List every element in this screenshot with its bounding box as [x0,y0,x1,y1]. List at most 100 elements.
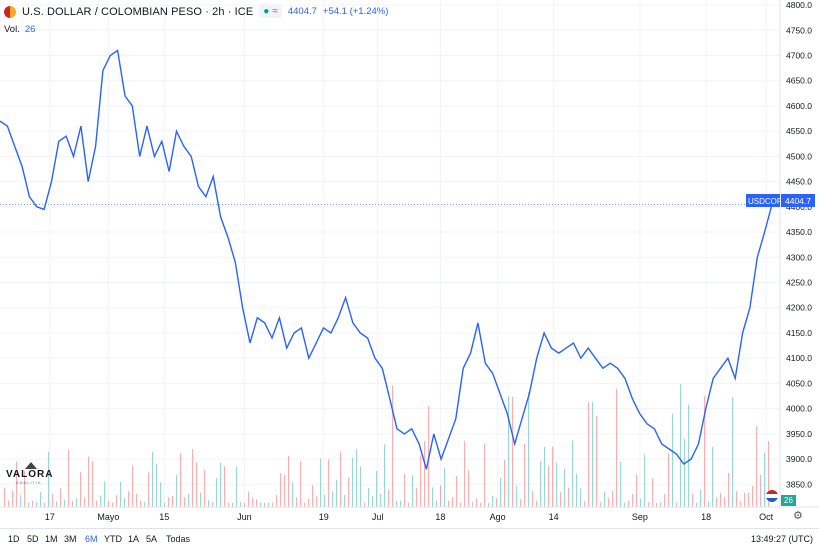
volume-bar [548,466,550,507]
range-1d[interactable]: 1D [8,534,20,544]
volume-bar [40,491,42,507]
range-3m[interactable]: 3M [64,534,77,544]
volume-bar [312,485,314,507]
settings-gear-icon[interactable]: ⚙ [793,510,803,522]
volume-bar [392,385,394,507]
volume-bar [48,451,50,507]
price-label: USDCOP 4404.7 [746,194,815,207]
volume-bar [328,459,330,507]
volume-bar [332,491,334,507]
volume-bar [148,472,150,507]
symbol-header[interactable]: U.S. DOLLAR / COLOMBIAN PESO · 2h · ICE … [4,5,388,18]
valora-logo: VALORA ANALITIK [6,462,56,488]
volume-legend[interactable]: Vol. 26 [4,24,35,35]
y-tick-label: 3950.0 [786,429,812,439]
volume-bar [384,444,386,507]
volume-bar [188,493,190,507]
x-tick-label: 18 [435,512,445,522]
range-1a[interactable]: 1A [128,534,140,544]
time-axis[interactable]: 17 Mayo 15 Jun 19 Jul 18 Ago 14 Sep 18 Oct [45,512,774,522]
volume-bar [244,502,246,507]
y-tick-label: 4150.0 [786,328,812,338]
volume-bar [684,439,686,507]
volume-bar [568,487,570,507]
bottom-toolbar: 1D 5D 1M 3M 6M YTD 1A 5A Todas 13:49:27 … [0,528,819,548]
volume-bar [508,396,510,507]
volume-bar [212,502,214,507]
volume-bar [408,502,410,507]
volume-bar [296,497,298,507]
y-tick-label: 4800.0 [786,0,812,10]
volume-value: 26 [24,24,36,35]
range-5d[interactable]: 5D [27,534,39,544]
volume-bar [452,497,454,507]
range-1m[interactable]: 1M [45,534,58,544]
volume-bar [740,501,742,507]
volume-bar [404,473,406,507]
header-price: 4404.7 [287,6,317,17]
volume-bar [168,497,170,507]
volume-bar [208,500,210,507]
volume-bar [612,490,614,507]
volume-bar [100,495,102,507]
range-5a[interactable]: 5A [146,534,158,544]
volume-bar [220,462,222,507]
range-all[interactable]: Todas [166,534,191,544]
volume-bar [192,449,194,507]
volume-bar [232,502,234,507]
range-6m[interactable]: 6M [85,534,98,544]
volume-bar [80,471,82,507]
y-tick-label: 4350.0 [786,227,812,237]
volume-bar [756,426,758,507]
volume-bar [368,487,370,507]
volume-bar [292,482,294,507]
volume-bar [540,461,542,507]
volume-bar [572,440,574,507]
header-change: +54.1 (+1.24%) [322,6,389,17]
volume-bar [288,456,290,507]
range-ytd[interactable]: YTD [104,534,122,544]
price-axis[interactable]: 3850.0 3900.0 3950.0 4000.0 4050.0 4100.0 4150… [786,0,812,489]
y-tick-label: 4450.0 [786,177,812,187]
volume-bar [716,497,718,507]
y-tick-label: 3850.0 [786,479,812,489]
volume-bar [576,473,578,507]
volume-bar [552,446,554,507]
volume-bar [420,455,422,507]
volume-bar [372,496,374,507]
price-label-value-bg [781,194,815,207]
volume-bar [592,402,594,507]
status-badges[interactable]: ● ≈ [259,5,282,18]
volume-bar [460,502,462,507]
volume-bar [664,494,666,507]
volume-bar [744,492,746,507]
volume-bar [172,495,174,507]
volume-bar [440,485,442,507]
volume-bar [8,500,10,507]
price-chart[interactable]: 3850.0 3900.0 3950.0 4000.0 4050.0 4100.0 4150… [0,0,819,528]
volume-bar [564,468,566,507]
volume-bar [488,502,490,507]
volume-bar [356,449,358,507]
volume-bar [616,388,618,507]
volume-bar [648,502,650,507]
volume-label: Vol. [4,24,20,35]
volume-bar [472,502,474,507]
volume-bar [636,474,638,507]
y-tick-label: 4500.0 [786,151,812,161]
volume-bar [736,490,738,507]
volume-bar [144,502,146,507]
volume-bar [52,493,54,507]
symbol-title[interactable]: U.S. DOLLAR / COLOMBIAN PESO · 2h · ICE [22,5,254,18]
volume-bar [624,502,626,507]
volume-bar [72,500,74,507]
volume-bar [176,474,178,507]
volume-bar [300,461,302,507]
clock[interactable]: 13:49:27 (UTC) [750,534,813,544]
volume-bar [88,456,90,507]
x-tick-label: Ago [490,512,506,522]
volume-bar [500,477,502,507]
volume-bar [4,487,6,507]
volume-bar [116,495,118,507]
volume-bar [528,392,530,507]
